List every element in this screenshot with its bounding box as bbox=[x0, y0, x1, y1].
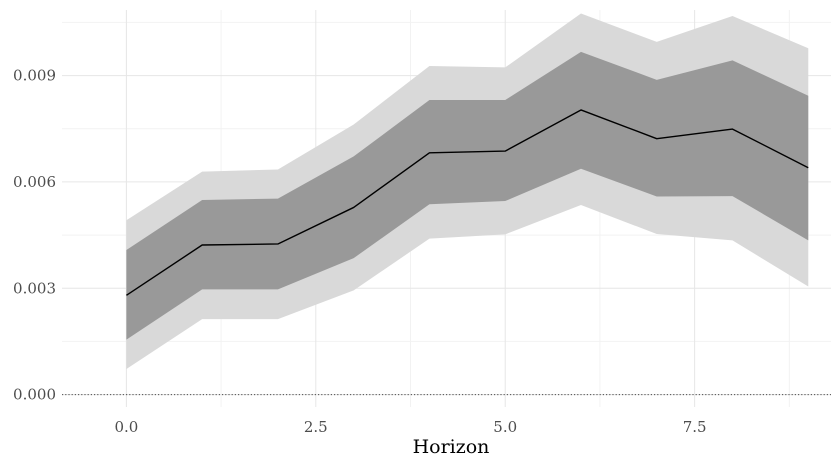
y-tick-label: 0.009 bbox=[13, 67, 56, 85]
y-tick-label: 0.006 bbox=[13, 173, 56, 191]
y-axis-tick-labels: 0.000 0.003 0.006 0.009 bbox=[13, 67, 56, 404]
inner-confidence-band bbox=[126, 51, 809, 340]
series-line bbox=[126, 109, 809, 296]
x-tick-label: 7.5 bbox=[683, 418, 707, 436]
x-axis-title: Horizon bbox=[413, 436, 490, 454]
y-tick-label: 0.000 bbox=[13, 386, 56, 404]
y-tick-label: 0.003 bbox=[13, 279, 56, 297]
x-tick-label: 2.5 bbox=[304, 418, 328, 436]
x-tick-label: 5.0 bbox=[493, 418, 517, 436]
confidence-bands bbox=[126, 13, 809, 370]
series-lines bbox=[126, 109, 809, 296]
x-tick-label: 0.0 bbox=[114, 418, 138, 436]
x-axis-tick-labels: 0.0 2.5 5.0 7.5 bbox=[114, 418, 706, 436]
